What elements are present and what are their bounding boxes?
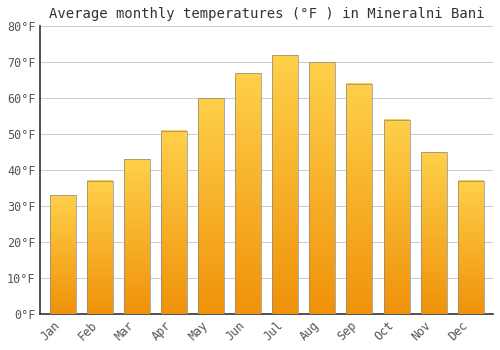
Bar xyxy=(198,98,224,314)
Bar xyxy=(310,62,336,314)
Bar xyxy=(235,73,261,314)
Bar xyxy=(124,159,150,314)
Bar xyxy=(86,181,113,314)
Bar xyxy=(50,195,76,314)
Bar xyxy=(420,152,446,314)
Bar xyxy=(161,131,187,314)
Bar xyxy=(272,55,298,314)
Title: Average monthly temperatures (°F ) in Mineralni Bani: Average monthly temperatures (°F ) in Mi… xyxy=(49,7,484,21)
Bar xyxy=(346,84,372,314)
Bar xyxy=(384,120,409,314)
Bar xyxy=(458,181,484,314)
